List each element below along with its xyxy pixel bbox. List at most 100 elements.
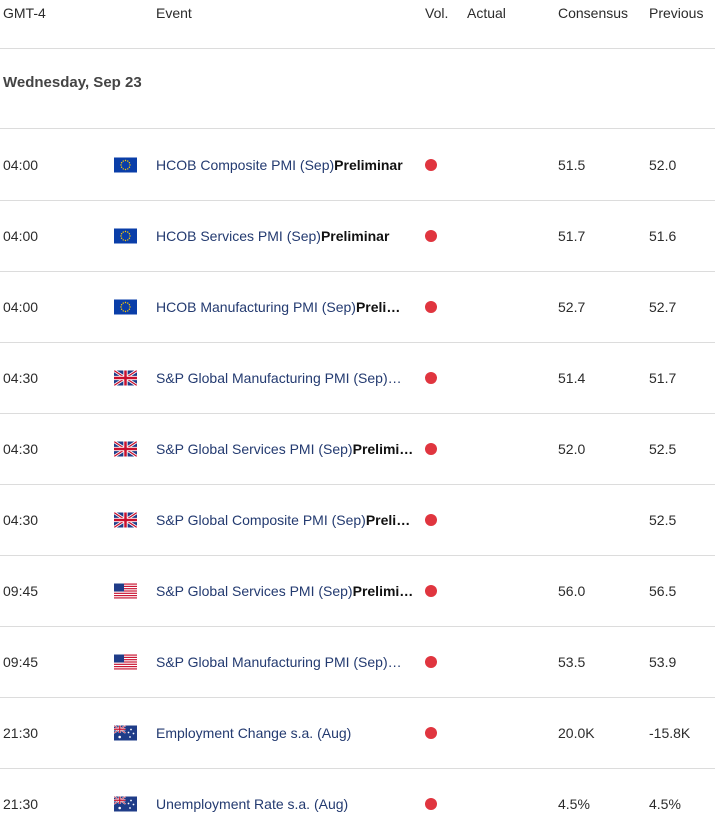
consensus: 53.5 xyxy=(558,654,586,670)
event: HCOB Composite PMI (Sep)Preliminar xyxy=(156,156,403,174)
flag-part xyxy=(120,235,122,237)
previous: 52.7 xyxy=(649,299,677,315)
event-status: Preli… xyxy=(365,512,411,528)
separator xyxy=(0,342,715,343)
separator xyxy=(0,484,715,485)
flag-part xyxy=(129,306,131,308)
flag-part xyxy=(127,239,129,241)
volatility-dot xyxy=(425,656,437,668)
flag-part xyxy=(114,659,137,661)
column-header: Event xyxy=(156,5,192,21)
consensus: 52.7 xyxy=(558,299,586,315)
volatility-dot xyxy=(425,372,437,384)
flag-part xyxy=(120,233,123,235)
flag-part xyxy=(122,168,124,170)
event-status: Preliminar xyxy=(334,157,403,173)
flag-part xyxy=(122,160,124,162)
volatility-dot xyxy=(425,301,437,313)
previous: 52.0 xyxy=(649,157,677,173)
separator xyxy=(0,271,715,272)
column-header: Vol. xyxy=(425,5,449,21)
consensus: 4.5% xyxy=(558,796,590,812)
column-header: GMT-4 xyxy=(3,5,46,21)
flag-part xyxy=(114,157,137,173)
volatility-dot xyxy=(425,230,437,242)
separator xyxy=(0,555,715,556)
column-header: Consensus xyxy=(558,5,629,21)
event-name: HCOB Services PMI (Sep) xyxy=(156,228,321,244)
column-header: Previous xyxy=(649,5,704,21)
flag-part xyxy=(130,728,132,731)
flag-part xyxy=(127,231,129,233)
previous: 51.6 xyxy=(649,228,677,244)
event-name: S&P Global Services PMI (Sep) xyxy=(156,441,353,457)
flag-part xyxy=(114,299,137,315)
flag-part xyxy=(114,441,137,457)
flag-part xyxy=(114,725,126,733)
previous: 52.5 xyxy=(649,441,677,457)
separator xyxy=(0,128,715,129)
flag-part xyxy=(114,595,137,597)
event: S&P Global Services PMI (Sep)Prelimi… xyxy=(156,440,413,458)
flag-part xyxy=(122,310,124,312)
flag-part xyxy=(129,164,131,166)
event-status: Preli… xyxy=(355,299,401,315)
flag-part xyxy=(127,168,129,170)
column-header: Actual xyxy=(467,5,506,21)
volatility-dot xyxy=(425,514,437,526)
separator xyxy=(0,413,715,414)
flag-part xyxy=(114,583,124,592)
event-name: S&P Global Composite PMI (Sep) xyxy=(156,512,366,528)
flag-part xyxy=(114,597,137,599)
event-name: S&P Global Manufacturing PMI (Sep)… xyxy=(156,370,402,386)
consensus: 51.7 xyxy=(558,228,586,244)
event-name: Employment Change s.a. (Aug) xyxy=(156,725,352,741)
separator xyxy=(0,697,715,698)
flag-part xyxy=(124,230,127,233)
volatility-dot xyxy=(425,443,437,455)
flag xyxy=(114,299,137,315)
time: 04:30 xyxy=(3,441,39,457)
flag-part xyxy=(124,310,127,313)
flag-part xyxy=(114,592,137,594)
flag-part xyxy=(120,237,123,239)
flag-part xyxy=(128,308,131,310)
previous: 4.5% xyxy=(649,796,681,812)
flag-part xyxy=(128,237,131,239)
flag-part xyxy=(120,304,123,306)
event: S&P Global Manufacturing PMI (Sep)… xyxy=(156,653,402,671)
previous: 53.9 xyxy=(649,654,677,670)
flag-part xyxy=(114,668,137,670)
flag-part xyxy=(127,302,129,304)
event-name: S&P Global Manufacturing PMI (Sep)… xyxy=(156,654,402,670)
flag-part xyxy=(127,731,130,734)
separator xyxy=(0,626,715,627)
event-name: S&P Global Services PMI (Sep) xyxy=(156,583,353,599)
flag-part xyxy=(124,168,127,171)
event: HCOB Services PMI (Sep)Preliminar xyxy=(156,227,389,245)
event-status: Prelimi… xyxy=(352,583,414,599)
separator xyxy=(0,48,715,49)
flag xyxy=(114,583,137,599)
volatility-dot xyxy=(425,159,437,171)
consensus: 20.0K xyxy=(558,725,595,741)
flag-part xyxy=(124,159,127,162)
event-status: Preliminar xyxy=(320,228,390,244)
flag-part xyxy=(129,235,131,237)
separator xyxy=(0,768,715,769)
flag-part xyxy=(128,166,131,168)
flag-part xyxy=(127,310,129,312)
time: 04:00 xyxy=(3,228,39,244)
event-name: HCOB Manufacturing PMI (Sep) xyxy=(156,299,356,315)
flag-part xyxy=(120,164,122,166)
flag-part xyxy=(128,162,131,164)
flag-part xyxy=(124,239,127,242)
event-name: HCOB Composite PMI (Sep) xyxy=(156,157,335,173)
event-status: Prelimi… xyxy=(352,441,414,457)
consensus: 56.0 xyxy=(558,583,586,599)
time: 04:00 xyxy=(3,157,39,173)
flag-part xyxy=(114,512,137,528)
flag-part xyxy=(120,308,123,310)
flag xyxy=(114,725,137,741)
flag-part xyxy=(114,796,126,805)
